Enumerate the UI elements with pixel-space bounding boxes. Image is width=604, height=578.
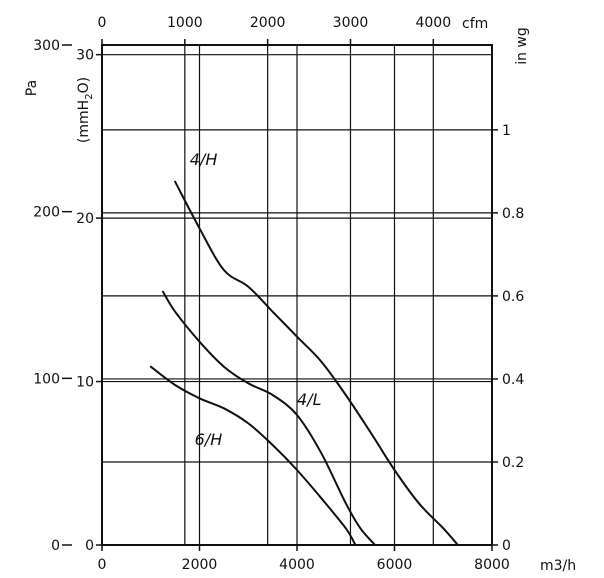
- y2-unit-sub: 2: [84, 93, 95, 99]
- x-tick-label: 4000: [279, 557, 315, 573]
- y2-tick-label: 30: [76, 48, 94, 64]
- x-tick-label: 0: [98, 557, 107, 573]
- y3-tick-label: 0.8: [502, 206, 524, 222]
- x-tick-label: 2000: [182, 557, 218, 573]
- axis-labels: m3/h cfm Pa (mmH2O) in wg: [24, 16, 576, 574]
- curve-6-h: [149, 365, 357, 546]
- curve-label-4-h: 4/H: [190, 150, 218, 169]
- curve-label-4-l: 4/L: [297, 390, 321, 409]
- x2-tick-label: 1000: [167, 15, 203, 31]
- y3-axis-unit: in wg: [514, 27, 530, 65]
- y2-unit-end: O): [76, 77, 92, 93]
- performance-curves: 4/H 4/L 6/H: [149, 150, 459, 546]
- x-tick-label: 8000: [474, 557, 510, 573]
- grid-lines: [102, 45, 492, 545]
- x2-axis-unit: cfm: [462, 16, 488, 32]
- y2-axis-unit: (mmH2O): [76, 77, 95, 143]
- y3-tick-label: 1: [502, 123, 511, 139]
- x-tick-label: 6000: [377, 557, 413, 573]
- y-tick-label: 100: [33, 371, 60, 387]
- y-tick-label: 300: [33, 38, 60, 54]
- curve-label-6-h: 6/H: [195, 430, 223, 449]
- x2-tick-label: 3000: [333, 15, 369, 31]
- y3-tick-label: 0: [502, 538, 511, 554]
- curve-4-h: [174, 180, 459, 546]
- y2-tick-label: 10: [76, 375, 94, 391]
- y2-tick-label: 0: [85, 538, 94, 554]
- x2-tick-label: 2000: [250, 15, 286, 31]
- x-axis-unit: m3/h: [540, 558, 576, 574]
- y3-tick-label: 0.4: [502, 372, 524, 388]
- x2-tick-label: 0: [98, 15, 107, 31]
- y3-tick-label: 0.2: [502, 455, 524, 471]
- y2-tick-label: 20: [76, 211, 94, 227]
- y2-unit-main: (mmH: [76, 100, 92, 143]
- x2-tick-label: 4000: [415, 15, 451, 31]
- y-tick-label: 0: [51, 538, 60, 554]
- y-tick-label: 200: [33, 205, 60, 221]
- y-axis-unit: Pa: [24, 80, 40, 96]
- curve-4-l: [161, 290, 376, 546]
- y3-tick-label: 0.6: [502, 289, 524, 305]
